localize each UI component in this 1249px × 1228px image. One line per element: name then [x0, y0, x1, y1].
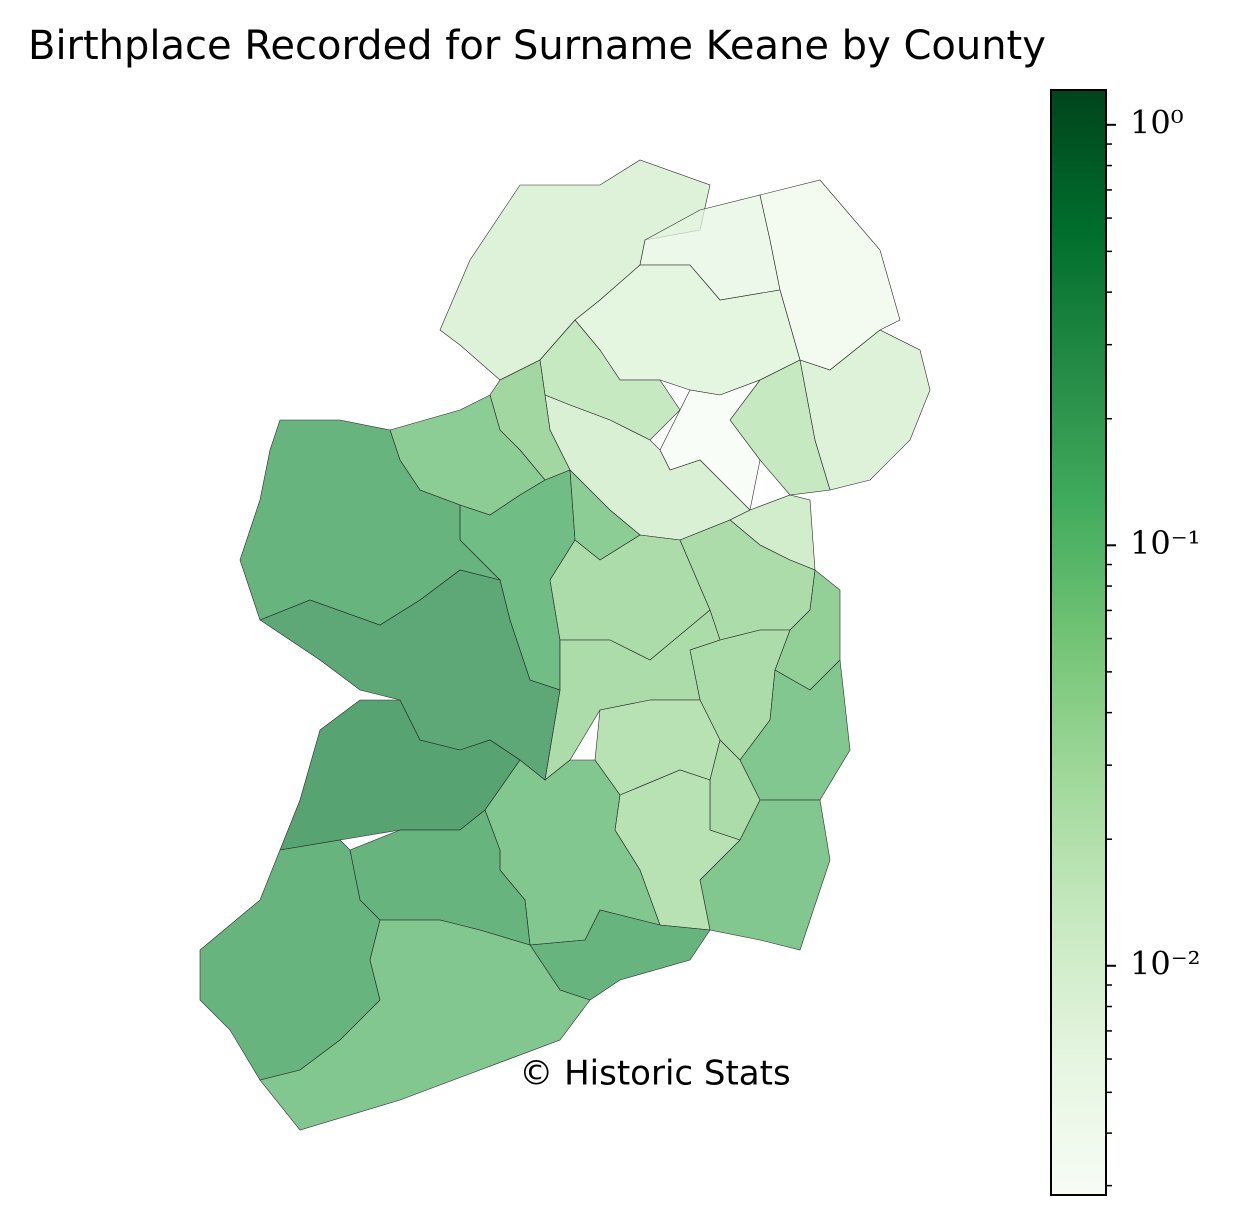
county-regions — [199, 159, 931, 1131]
colorbar-tick-label: 10⁰ — [1130, 103, 1184, 141]
colorbar-tick-label: 10⁻² — [1130, 944, 1200, 982]
colorbar — [1050, 89, 1107, 1196]
colorbar-tick-label: 10⁻¹ — [1130, 524, 1200, 562]
map-title: Birthplace Recorded for Surname Keane by… — [28, 23, 1046, 69]
county — [259, 919, 591, 1131]
county — [799, 329, 931, 491]
county — [239, 419, 501, 626]
watermark: © Historic Stats — [519, 1054, 790, 1094]
